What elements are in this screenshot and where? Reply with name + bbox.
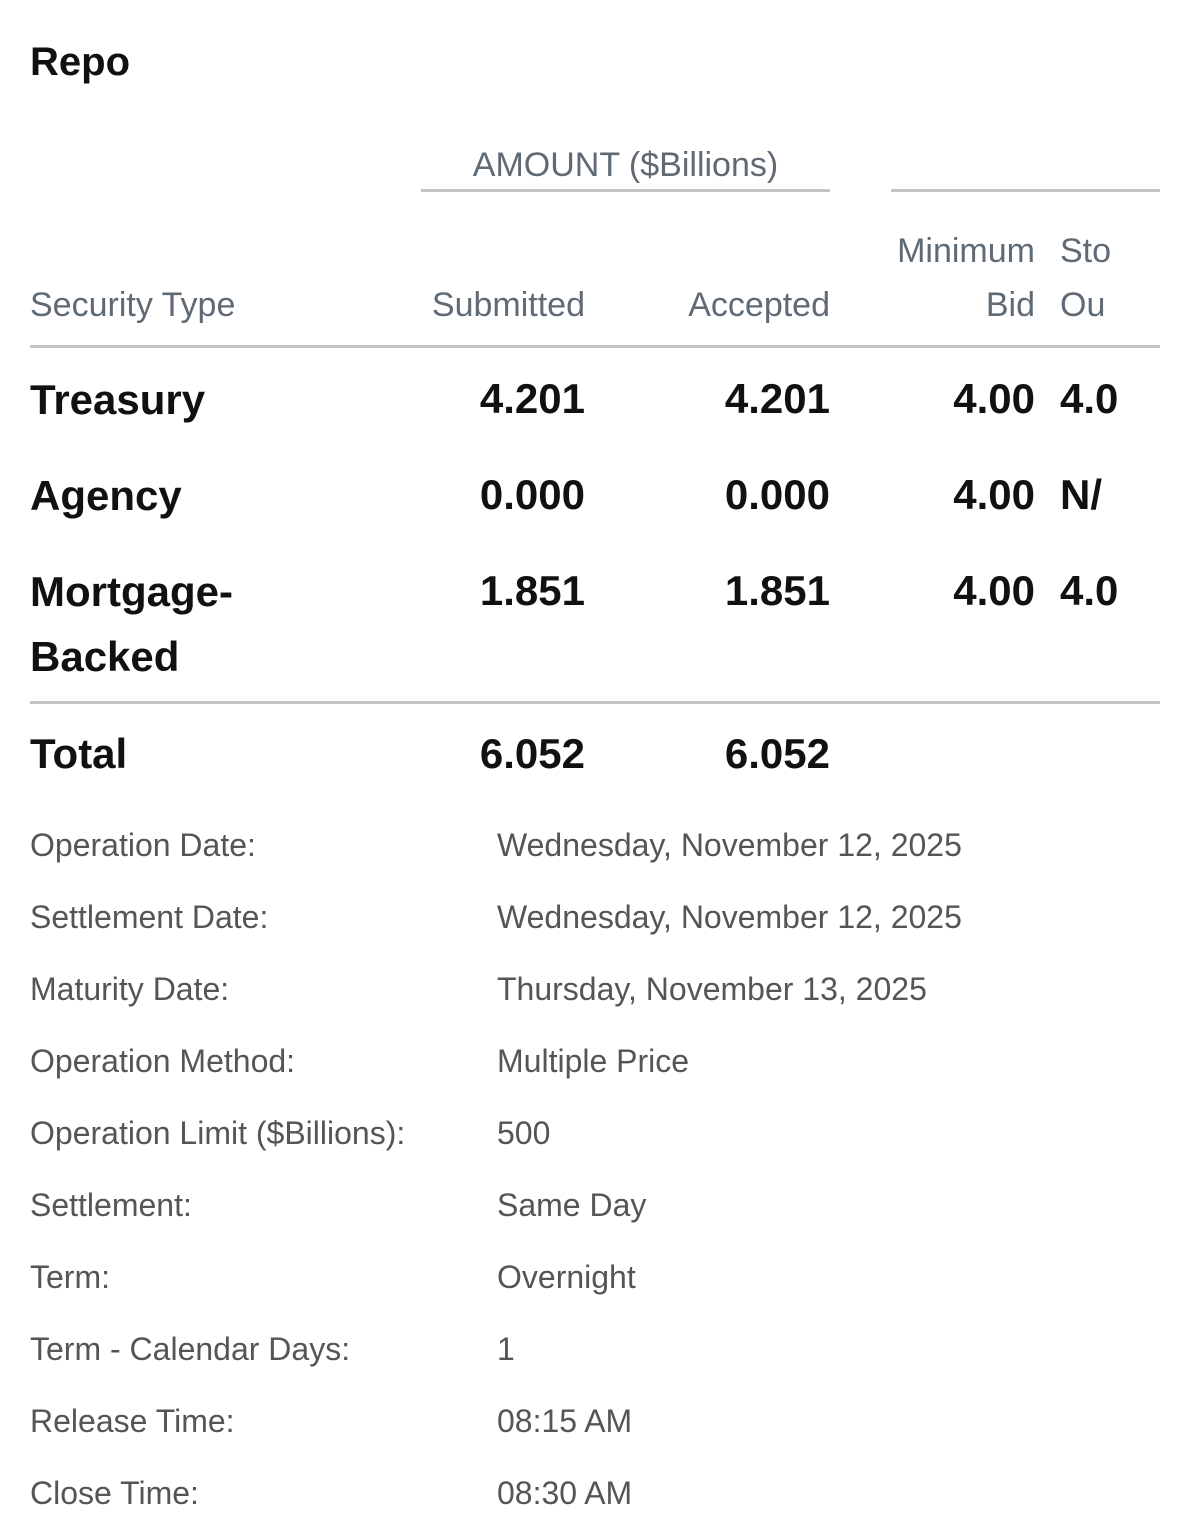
row-value: 4.00: [953, 567, 1035, 614]
detail-label: Settlement:: [30, 1187, 192, 1223]
row-label: Agency: [30, 472, 182, 519]
detail-value: 08:15 AM: [497, 1403, 633, 1439]
row-value: 4.00: [953, 375, 1035, 422]
row-value: 1.851: [479, 567, 585, 614]
detail-value: Thursday, November 13, 2025: [497, 971, 927, 1007]
row-value: 4.00: [953, 471, 1035, 518]
header-rule: [30, 345, 1160, 348]
total-value: 6.052: [724, 730, 830, 777]
detail-value: 500: [497, 1115, 551, 1151]
detail-value: Multiple Price: [497, 1043, 690, 1079]
detail-label: Operation Limit ($Billions):: [30, 1115, 406, 1151]
detail-label: Term - Calendar Days:: [30, 1331, 351, 1367]
detail-value: Same Day: [497, 1187, 647, 1223]
group-header: AMOUNT ($Billions): [472, 146, 779, 184]
detail-value: Wednesday, November 12, 2025: [497, 899, 962, 935]
group-rule: [421, 189, 830, 192]
row-value: 4.0: [1060, 570, 1119, 614]
column-header: Security Type: [30, 286, 236, 324]
detail-value: 1: [497, 1331, 515, 1367]
clip-cell: 4.0: [1060, 378, 1160, 426]
row-value: 0.000: [724, 471, 830, 518]
total-value: 6.052: [479, 730, 585, 777]
row-value: 0.000: [479, 471, 585, 518]
clip-cell: 4.0: [1060, 570, 1160, 618]
row-label: Mortgage-Backed: [30, 568, 233, 680]
total-rule: [30, 701, 1160, 704]
column-header: Submitted: [431, 286, 585, 324]
column-header: Minimum: [897, 232, 1035, 270]
row-value: 4.201: [724, 375, 830, 422]
row-value: N/: [1060, 474, 1102, 518]
detail-label: Settlement Date:: [30, 899, 269, 935]
clip-cell: Sto: [1060, 234, 1160, 274]
row-value: 1.851: [724, 567, 830, 614]
clip-cell: N/: [1060, 474, 1160, 522]
page-title: Repo: [30, 40, 130, 84]
row-value: 4.0: [1060, 378, 1119, 422]
detail-label: Term:: [30, 1259, 110, 1295]
detail-label: Operation Method:: [30, 1043, 296, 1079]
column-header: Accepted: [688, 286, 830, 324]
column-header: Bid: [985, 286, 1035, 324]
detail-label: Maturity Date:: [30, 971, 230, 1007]
row-value: 4.201: [479, 375, 585, 422]
detail-label: Close Time:: [30, 1475, 199, 1511]
group-rule: [891, 189, 1160, 192]
total-label: Total: [30, 730, 128, 777]
detail-value: 08:30 AM: [497, 1475, 633, 1511]
row-label: Treasury: [30, 376, 206, 423]
column-header: Sto: [1060, 234, 1112, 270]
clip-cell: Ou: [1060, 288, 1160, 328]
detail-value: Wednesday, November 12, 2025: [497, 827, 962, 863]
detail-label: Operation Date:: [30, 827, 256, 863]
detail-value: Overnight: [497, 1259, 636, 1295]
column-header: Ou: [1060, 288, 1106, 324]
detail-label: Release Time:: [30, 1403, 235, 1439]
